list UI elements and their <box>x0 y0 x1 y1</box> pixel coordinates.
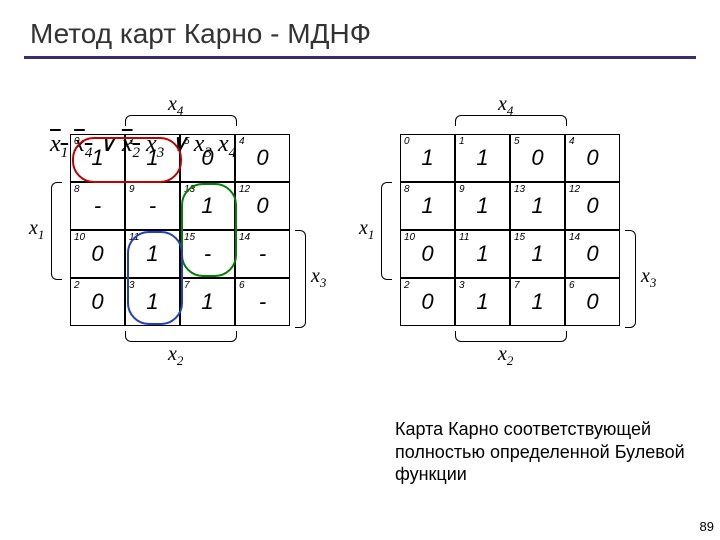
bracket-x2-right <box>455 331 567 342</box>
cell: 01 <box>400 134 455 182</box>
label-x4: x4 <box>168 93 183 119</box>
cell: 111 <box>125 230 180 278</box>
cell: 11 <box>455 134 510 182</box>
cell: 40 <box>565 134 620 182</box>
cell: 131 <box>510 182 565 230</box>
cell: 120 <box>235 182 290 230</box>
cell: 91 <box>455 182 510 230</box>
label-x1-r: x1 <box>359 217 374 243</box>
bracket-x2-left <box>125 331 237 342</box>
cell: 20 <box>400 278 455 326</box>
cell: 9- <box>125 182 180 230</box>
kmap-right-grid: 01 11 50 40 81 91 131 120 100 111 151 14… <box>400 134 620 326</box>
label-x3: x3 <box>311 265 326 291</box>
page-title: Метод карт Карно - МДНФ <box>0 0 720 56</box>
cell: 50 <box>510 134 565 182</box>
cell: 6- <box>235 278 290 326</box>
kmap-left-grid: 01 11 50 40 8- 9- 131 120 100 111 15- 14… <box>70 134 290 326</box>
cell: 100 <box>400 230 455 278</box>
label-x2-r: x2 <box>498 343 513 369</box>
cell: 40 <box>235 134 290 182</box>
page-number: 89 <box>700 519 714 534</box>
cell: 71 <box>180 278 235 326</box>
cell: 120 <box>565 182 620 230</box>
cell: 131 <box>180 182 235 230</box>
bracket-x1-right <box>381 182 392 280</box>
cell: 01 <box>70 134 125 182</box>
cell: 50 <box>180 134 235 182</box>
cell: 15- <box>180 230 235 278</box>
right-caption: Карта Карно соответствующей полностью оп… <box>395 418 705 486</box>
cell: 81 <box>400 182 455 230</box>
cell: 71 <box>510 278 565 326</box>
label-x2: x2 <box>168 343 183 369</box>
cell: 140 <box>565 230 620 278</box>
kmap-container: x4 x1 x3 x2 01 11 50 40 8- 9- 131 120 10… <box>0 59 720 99</box>
bracket-x1-left <box>51 182 62 280</box>
cell: 111 <box>455 230 510 278</box>
cell: 20 <box>70 278 125 326</box>
cell: 14- <box>235 230 290 278</box>
cell: 31 <box>125 278 180 326</box>
label-x4-r: x4 <box>498 93 513 119</box>
label-x1: x1 <box>29 217 44 243</box>
cell: 8- <box>70 182 125 230</box>
cell: 151 <box>510 230 565 278</box>
cell: 100 <box>70 230 125 278</box>
cell: 60 <box>565 278 620 326</box>
bracket-x3-left <box>295 230 306 328</box>
cell: 11 <box>125 134 180 182</box>
label-x3-r: x3 <box>641 265 656 291</box>
bracket-x3-right <box>625 230 636 328</box>
cell: 31 <box>455 278 510 326</box>
